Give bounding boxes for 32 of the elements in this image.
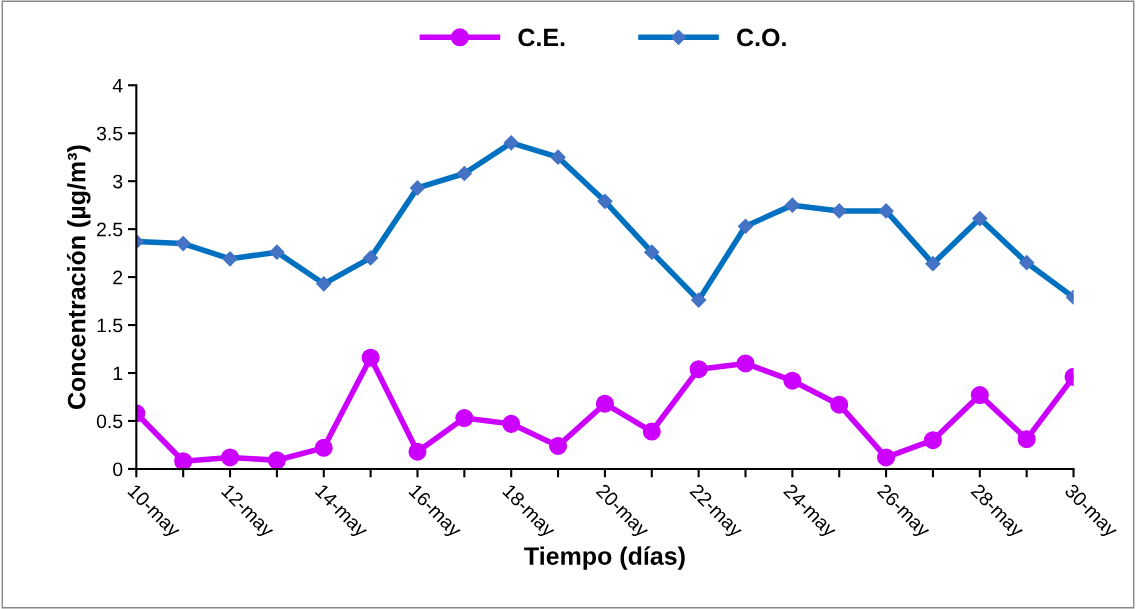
y-tick-label: 2: [113, 270, 123, 285]
y-tick-label: 0: [113, 462, 123, 477]
y-tick-label: 0.5: [96, 414, 123, 429]
point: [408, 442, 427, 461]
y-tick-label: 1: [113, 366, 123, 381]
point: [736, 354, 755, 373]
point: [221, 448, 240, 467]
point: [642, 422, 661, 441]
point: [830, 395, 849, 414]
y-axis-title: Concentración (µg/m³): [66, 145, 91, 409]
point: [783, 371, 802, 390]
y-tick-label: 2.5: [97, 222, 123, 237]
y-tick-label: 3: [113, 174, 123, 189]
point: [174, 452, 193, 469]
point: [361, 348, 380, 367]
legend-label: C.E.: [518, 28, 565, 47]
point: [970, 386, 989, 405]
y-tick-label: 3.5: [96, 126, 123, 141]
point: [267, 451, 286, 469]
legend-label: C.O.: [737, 28, 786, 47]
y-tick-label: 1.5: [97, 318, 123, 333]
point: [314, 438, 333, 457]
point: [502, 414, 521, 433]
point: [595, 394, 614, 413]
x-axis-title: Tiempo (días): [524, 546, 685, 570]
point: [1017, 430, 1036, 449]
point: [877, 448, 896, 467]
point: [455, 409, 474, 428]
point: [689, 360, 708, 379]
y-tick-label: 4: [112, 78, 123, 93]
point: [923, 431, 942, 450]
point: [549, 436, 568, 455]
